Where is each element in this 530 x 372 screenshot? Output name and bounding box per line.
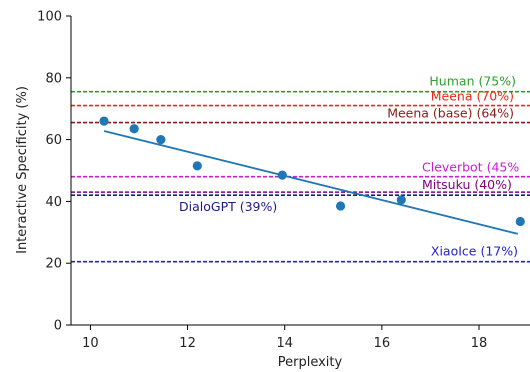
- axes: [70, 16, 530, 326]
- reference-lines: [71, 90, 530, 263]
- data-point: [515, 216, 525, 227]
- y-tick-label: 60: [45, 133, 62, 148]
- y-tick-label: 20: [45, 257, 62, 272]
- reference-label: Cleverbot (45%: [422, 160, 519, 175]
- x-tick-label: 12: [179, 336, 196, 351]
- y-ticks: 0 20 40 60 80 100: [37, 10, 71, 334]
- y-tick-label: 40: [45, 195, 62, 210]
- reference-label: Meena (base) (64%): [387, 106, 514, 121]
- x-axis-title: Perplexity: [278, 355, 343, 370]
- data-point: [192, 161, 202, 171]
- trend-line: [103, 130, 519, 235]
- data-point: [396, 195, 406, 205]
- reference-label: DialoGPT (39%): [179, 199, 277, 214]
- reference-label: Mitsuku (40%): [422, 177, 512, 192]
- x-tick-label: 10: [82, 336, 99, 351]
- reference-label: Meena (70%): [431, 89, 514, 104]
- data-point: [129, 124, 139, 134]
- y-tick-label: 100: [37, 10, 62, 25]
- reference-label: XiaoIce (17%): [431, 244, 518, 259]
- y-tick-label: 0: [54, 319, 62, 334]
- data-point: [99, 116, 109, 126]
- data-point: [156, 135, 166, 145]
- x-tick-label: 18: [471, 336, 488, 351]
- reference-label: Human (75%): [429, 74, 516, 89]
- scatter-points: [99, 116, 525, 227]
- data-point: [335, 201, 346, 211]
- trend-line-group: [103, 130, 519, 235]
- x-ticks: 10 12 14 16 18: [82, 325, 487, 351]
- reference-labels: Human (75%)Meena (70%) Meena (base) (64%)…: [179, 74, 519, 259]
- y-tick-label: 80: [45, 71, 62, 86]
- x-tick-label: 16: [374, 336, 391, 351]
- y-axis-title: Interactive Specificity (%): [15, 86, 30, 254]
- x-tick-label: 14: [276, 336, 293, 351]
- data-point: [277, 170, 287, 180]
